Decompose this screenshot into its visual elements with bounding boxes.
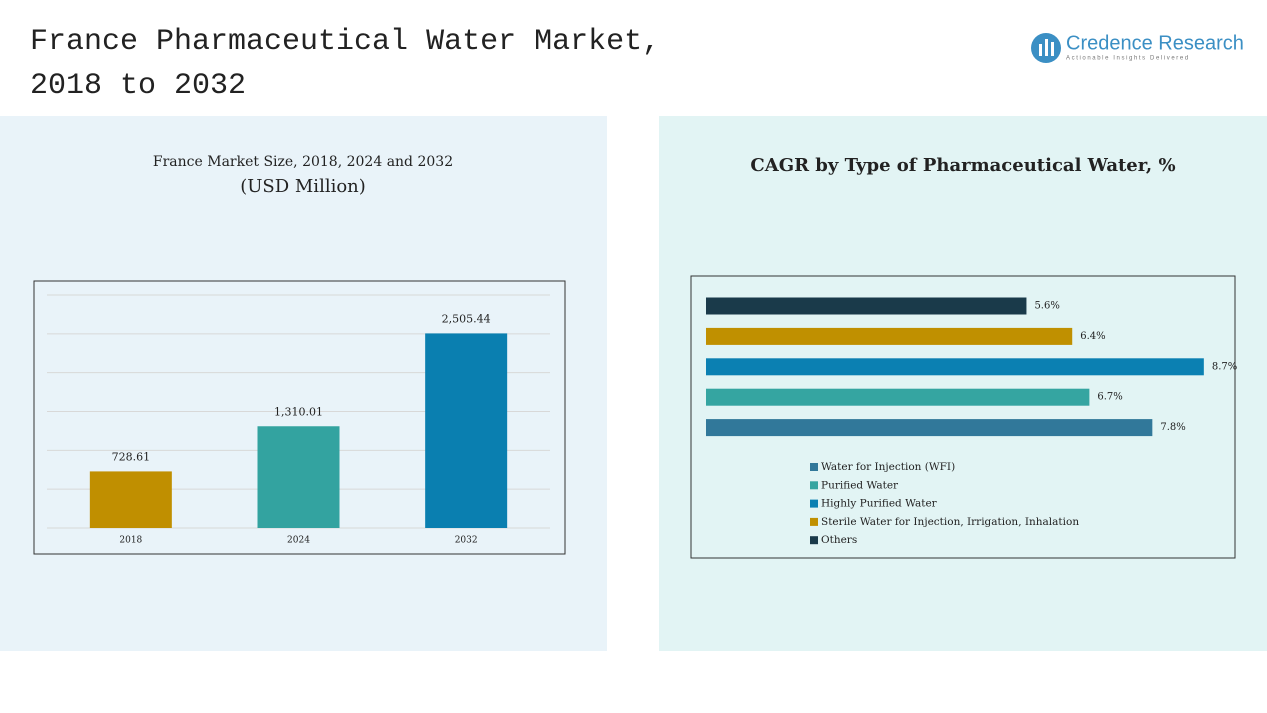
x-tick-label: 2018: [119, 536, 142, 546]
bar: [706, 388, 1090, 406]
legend-swatch: [810, 499, 818, 508]
data-label: 8.7%: [1212, 361, 1237, 372]
x-tick-label: 2024: [287, 536, 310, 546]
brand-tagline: Actionable Insights Delivered: [1066, 56, 1190, 62]
legend-label: Water for Injection (WFI): [821, 461, 955, 473]
page-title: 2018 to 2032: [30, 69, 246, 103]
x-tick-label: 2032: [455, 536, 478, 546]
legend-swatch: [810, 481, 818, 490]
legend-swatch: [810, 536, 818, 545]
chart-subtitle: (USD Million): [240, 176, 366, 197]
logo-icon: [1039, 44, 1042, 56]
chart-frame: [690, 275, 1236, 559]
bar: [89, 471, 172, 528]
chart-title: France Market Size, 2018, 2024 and 2032: [153, 154, 453, 170]
brand-name: Credence Research: [1066, 32, 1244, 54]
right-panel: [659, 116, 1267, 651]
data-label: 6.7%: [1097, 392, 1122, 403]
legend-label: Sterile Water for Injection, Irrigation,…: [821, 516, 1079, 528]
data-label: 5.6%: [1034, 301, 1059, 312]
bar: [257, 426, 340, 528]
logo-icon: [1051, 42, 1054, 56]
data-label: 1,310.01: [274, 405, 323, 418]
bar: [706, 297, 1027, 315]
legend-label: Highly Purified Water: [821, 498, 938, 510]
data-label: 2,505.44: [442, 312, 491, 325]
bar: [706, 327, 1073, 345]
bar: [706, 419, 1153, 437]
bar: [425, 333, 508, 528]
data-label: 6.4%: [1080, 331, 1105, 342]
chart-frame: [33, 280, 566, 555]
legend-swatch: [810, 517, 818, 526]
data-label: 728.61: [112, 450, 151, 463]
legend-swatch: [810, 463, 818, 471]
logo: Credence Research Actionable Insights De…: [1031, 32, 1244, 63]
logo-icon: [1045, 39, 1048, 56]
page-title: France Pharmaceutical Water Market,: [30, 25, 660, 59]
legend-label: Purified Water: [821, 479, 899, 491]
data-label: 7.8%: [1160, 422, 1185, 433]
chart-title: CAGR by Type of Pharmaceutical Water, %: [750, 155, 1175, 176]
legend-label: Others: [821, 534, 857, 546]
bar: [706, 358, 1204, 376]
